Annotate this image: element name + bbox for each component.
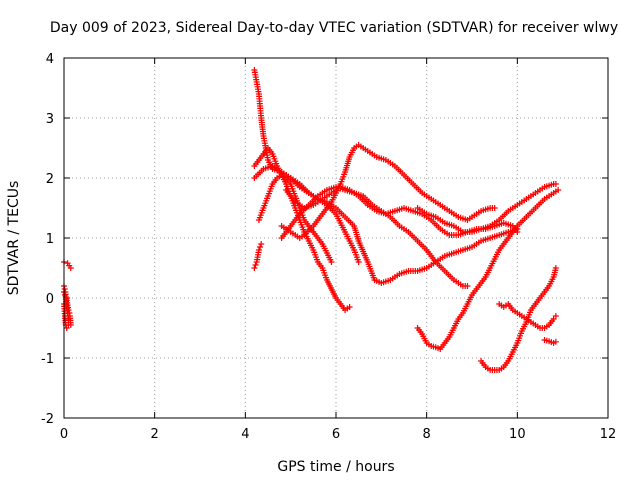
data-series (251, 67, 521, 286)
data-point (258, 241, 265, 247)
data-point (66, 310, 73, 316)
chart-title: Day 009 of 2023, Sidereal Day-to-day VTE… (50, 20, 618, 36)
data-series (414, 181, 559, 235)
x-tick-label: 4 (241, 427, 249, 442)
data-series (496, 301, 559, 331)
x-tick-label: 12 (600, 427, 617, 442)
data-point (67, 265, 74, 271)
y-tick-label: -2 (41, 412, 54, 427)
y-tick-label: 1 (46, 232, 54, 247)
data-series (251, 145, 353, 313)
data-point (555, 187, 562, 193)
data-point (65, 307, 72, 313)
data-point (464, 283, 471, 289)
data-point (62, 292, 69, 298)
data-point (552, 338, 559, 345)
data-point (251, 265, 258, 271)
x-tick-label: 2 (151, 427, 159, 442)
data-series (251, 241, 265, 271)
x-tick-label: 8 (423, 427, 431, 442)
data-point (65, 322, 72, 328)
data-series (278, 142, 498, 241)
y-tick-label: 3 (46, 112, 54, 127)
plot-frame (63, 57, 609, 419)
data-point (552, 181, 559, 187)
data-series (541, 337, 559, 346)
data-series (414, 187, 562, 352)
x-tick-label: 6 (332, 427, 340, 442)
data-point (355, 259, 362, 265)
data-point (328, 259, 335, 265)
y-tick-label: 0 (46, 292, 54, 307)
x-tick-label: 0 (60, 427, 68, 442)
y-tick-label: 2 (46, 172, 54, 187)
data-series (61, 259, 74, 271)
data-point (61, 286, 68, 292)
x-axis-label: GPS time / hours (277, 459, 394, 475)
data-series (478, 265, 559, 373)
data-points (61, 67, 562, 373)
data-point (552, 265, 559, 271)
y-tick-label: -1 (41, 352, 54, 367)
data-point (257, 244, 264, 250)
data-point (491, 205, 498, 211)
data-point (552, 313, 559, 319)
data-series (251, 163, 362, 265)
y-axis-label: SDTVAR / TECUs (6, 181, 22, 296)
grid (64, 58, 608, 418)
data-point (346, 304, 353, 310)
y-tick-label: 4 (46, 52, 54, 67)
data-point (252, 262, 259, 268)
data-point (255, 247, 262, 253)
x-tick-label: 10 (509, 427, 526, 442)
